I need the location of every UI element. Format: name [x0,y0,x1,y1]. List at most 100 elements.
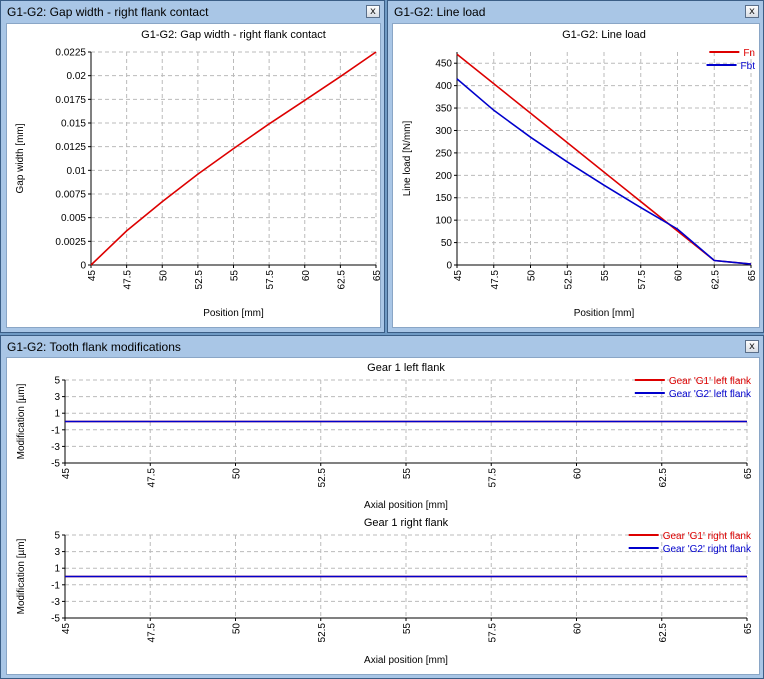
gap-width-window: G1-G2: Gap width - right flank contact x… [0,0,385,333]
legend-label: Gear 'G2' left flank [669,389,752,400]
x-tick-label: 45 [453,270,464,282]
x-axis-label: Position [mm] [203,308,264,319]
x-tick-label: 52.5 [317,623,328,643]
y-tick-label: -1 [51,425,60,436]
x-tick-label: 62.5 [336,270,347,290]
series-line-1 [456,78,752,265]
line-load-close-button[interactable]: x [745,5,759,18]
x-tick-label: 57.5 [265,270,276,290]
flank-mods-window: G1-G2: Tooth flank modifications x Gear … [0,335,764,679]
y-tick-label: 0.015 [61,119,86,130]
y-tick-label: 1 [54,409,60,420]
line-load-window-title: G1-G2: Line load [394,5,486,19]
y-axis-label: Line load [N/mm] [402,120,413,196]
x-tick-label: 50 [158,270,169,282]
gap-width-chart-pane: G1-G2: Gap width - right flank contact 0 0… [6,23,383,328]
legend-label: Gear 'G2' right flank [663,544,752,555]
y-tick-label: 150 [435,193,452,204]
line-load-chart-pane: G1-G2: Line load 0 50 100 150 200 250 300 350 400… [392,23,760,328]
x-tick-label: 65 [372,270,380,282]
x-tick-label: 52.5 [194,270,205,290]
y-tick-label: -3 [51,442,60,453]
chart-gap: G1-G2: Gap width - right flank contact 0 0… [15,29,383,319]
x-tick-label: 52.5 [317,468,328,488]
y-tick-label: 400 [435,81,452,92]
chart-title: G1-G2: Line load [562,29,646,41]
gap-width-titlebar[interactable]: G1-G2: Gap width - right flank contact x [1,1,384,23]
y-tick-label: -5 [51,459,60,470]
x-axis-label: Axial position [mm] [364,500,448,511]
x-tick-label: 47.5 [490,270,501,290]
legend-label: Gear 'G1' right flank [663,531,752,542]
chart-right: Gear 1 right flank -5 -3 -1 1 3 5 45 47.5 50 52.5 5… [16,517,754,666]
y-tick-label: 5 [54,531,60,542]
gap-width-window-title: G1-G2: Gap width - right flank contact [7,5,209,19]
x-tick-label: 45 [61,468,72,480]
y-tick-label: 3 [54,547,60,558]
y-tick-label: 0.0075 [55,190,86,201]
y-axis-label: Modification [µm] [16,538,27,614]
x-tick-label: 47.5 [146,623,157,643]
x-tick-label: 50 [527,270,538,282]
x-tick-label: 62.5 [658,623,669,643]
x-tick-label: 55 [402,623,413,635]
line-load-window: G1-G2: Line load x G1-G2: Line load 0 50 10… [387,0,764,333]
series-line-0 [90,51,377,266]
x-tick-label: 65 [743,623,754,635]
x-tick-label: 45 [87,270,98,282]
x-tick-label: 57.5 [637,270,648,290]
y-tick-label: 200 [435,171,452,182]
legend-label: Fn [743,48,755,59]
line-load-titlebar[interactable]: G1-G2: Line load x [388,1,763,23]
gap-width-close-button[interactable]: x [366,5,380,18]
chart-title: Gear 1 left flank [367,362,445,374]
y-tick-label: 0.005 [61,213,86,224]
x-tick-label: 55 [402,468,413,480]
y-axis-label: Gap width [mm] [15,123,26,193]
y-tick-label: 250 [435,148,452,159]
y-tick-label: 100 [435,216,452,227]
x-tick-label: 60 [573,468,584,480]
x-tick-label: 60 [301,270,312,282]
y-tick-label: 5 [54,376,60,387]
y-tick-label: 0.01 [67,166,87,177]
chart-left: Gear 1 left flank -5 -3 -1 1 3 5 45 47.5 50 52.5 55… [16,362,754,511]
chart-title: Gear 1 right flank [364,517,449,529]
y-tick-label: 350 [435,104,452,115]
x-tick-label: 45 [61,623,72,635]
y-tick-label: 450 [435,59,452,70]
y-tick-label: -5 [51,614,60,625]
y-tick-label: 0.0225 [55,48,86,59]
flank-mods-close-button[interactable]: x [745,340,759,353]
legend-label: Fbt [741,61,756,72]
y-tick-label: -1 [51,580,60,591]
x-axis-label: Axial position [mm] [364,655,448,666]
y-tick-label: 0 [446,261,452,272]
y-tick-label: 0.02 [67,71,87,82]
line-load-chart: G1-G2: Line load 0 50 100 150 200 250 300 350 400… [402,29,758,319]
y-tick-label: 0 [80,261,86,272]
x-tick-label: 60 [674,270,685,282]
x-axis-label: Position [mm] [574,308,635,319]
flank-mods-window-title: G1-G2: Tooth flank modifications [7,340,181,354]
gap-width-chart: G1-G2: Gap width - right flank contact 0 0… [15,29,383,319]
x-tick-label: 47.5 [123,270,134,290]
x-tick-label: 50 [232,468,243,480]
x-tick-label: 47.5 [146,468,157,488]
x-tick-label: 57.5 [487,468,498,488]
x-tick-label: 55 [600,270,611,282]
x-tick-label: 57.5 [487,623,498,643]
y-tick-label: 0.0125 [55,142,86,153]
x-tick-label: 55 [230,270,241,282]
x-tick-label: 52.5 [563,270,574,290]
y-axis-label: Modification [µm] [16,383,27,459]
x-tick-label: 62.5 [710,270,721,290]
y-tick-label: 300 [435,126,452,137]
y-tick-label: 50 [441,238,453,249]
flank-mods-chart-pane: Gear 1 left flank -5 -3 -1 1 3 5 45 47.5 50 52.5 55… [6,357,760,675]
flank-mods-titlebar[interactable]: G1-G2: Tooth flank modifications x [1,336,763,358]
x-tick-label: 60 [573,623,584,635]
y-tick-label: 0.0025 [55,237,86,248]
chart-title: G1-G2: Gap width - right flank contact [141,29,326,41]
